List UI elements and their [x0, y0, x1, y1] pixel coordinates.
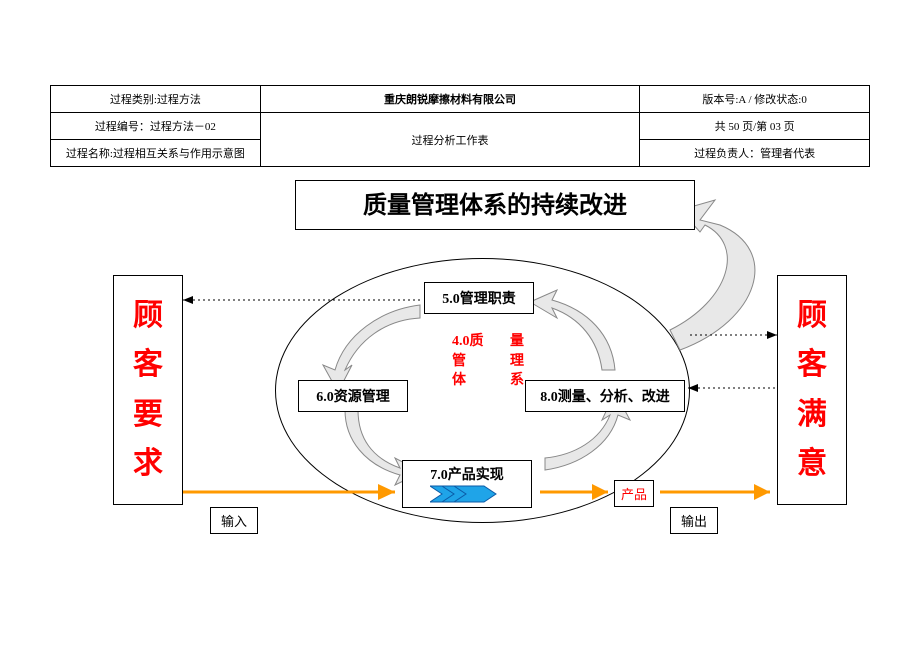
- center-l1a: 4.0质: [452, 332, 484, 352]
- hdr-r1c2: 重庆朗锐摩擦材料有限公司: [260, 86, 640, 113]
- center-l1b: 量: [510, 332, 524, 352]
- node-resource: 6.0资源管理: [298, 380, 408, 412]
- left-char-0: 顾: [133, 298, 163, 334]
- input-label: 输入: [210, 507, 258, 534]
- center-l3a: 体: [452, 371, 466, 391]
- diagram: 质量管理体系的持续改进 顾 客 要 求 顾 客 满 意 5.0管理职责 6.0资…: [0, 170, 920, 570]
- product-box: 产品: [614, 480, 654, 507]
- hdr-r2c3: 共 50 页/第 03 页: [640, 113, 870, 140]
- right-char-0: 顾: [797, 298, 827, 334]
- right-char-3: 意: [797, 446, 827, 482]
- chevron-icon: [430, 482, 510, 506]
- title-box: 质量管理体系的持续改进: [295, 180, 695, 230]
- orange-output-head-icon: [754, 484, 770, 500]
- left-char-3: 求: [133, 446, 163, 482]
- right-char-2: 满: [797, 397, 827, 433]
- right-char-1: 客: [797, 347, 827, 383]
- dotted-right-2-head-icon: [767, 331, 777, 339]
- header-table: 过程类别:过程方法 重庆朗锐摩擦材料有限公司 版本号:A / 修改状态:0 过程…: [50, 85, 870, 167]
- dotted-left-head-icon: [183, 296, 193, 304]
- node-measurement: 8.0测量、分析、改进: [525, 380, 685, 412]
- customer-requirements-box: 顾 客 要 求: [113, 275, 183, 505]
- left-char-2: 要: [133, 397, 163, 433]
- left-char-1: 客: [133, 347, 163, 383]
- hdr-r1c3: 版本号:A / 修改状态:0: [640, 86, 870, 113]
- center-l3b: 系: [510, 371, 524, 391]
- node-management: 5.0管理职责: [424, 282, 534, 314]
- center-l2a: 管: [452, 352, 466, 372]
- center-qms-label: 4.0质 量 管 理 体 系: [448, 332, 528, 391]
- output-label: 输出: [670, 507, 718, 534]
- hdr-r1c1: 过程类别:过程方法: [51, 86, 261, 113]
- hdr-r2c1: 过程编号：过程方法－02: [51, 113, 261, 140]
- hdr-r3c3: 过程负责人：管理者代表: [640, 140, 870, 167]
- hdr-r3c1: 过程名称:过程相互关系与作用示意图: [51, 140, 261, 167]
- hdr-r2c2: 过程分析工作表: [260, 113, 640, 167]
- customer-satisfaction-box: 顾 客 满 意: [777, 275, 847, 505]
- center-l2b: 理: [510, 352, 524, 372]
